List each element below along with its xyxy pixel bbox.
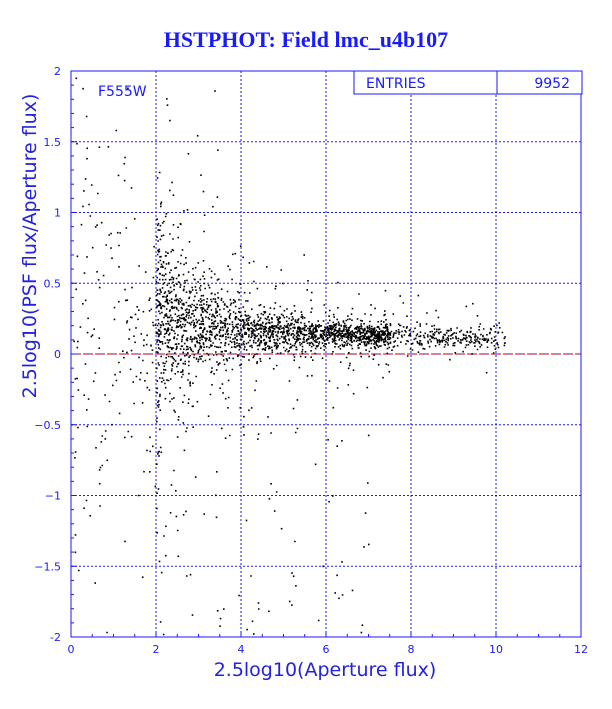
x-tick-label: 6 [323, 643, 330, 656]
entries-label: ENTRIES [366, 76, 426, 92]
stats-box: ENTRIES 9952 [353, 70, 583, 95]
scatter-points [73, 77, 506, 636]
x-tick-label: 2 [153, 643, 160, 656]
y-tick-label: 1.5 [44, 136, 62, 149]
y-tick-label: −1.5 [34, 560, 61, 573]
x-tick-label: 8 [408, 643, 415, 656]
x-tick-label: 0 [68, 643, 75, 656]
chart-title: HSTPHOT: Field lmc_u4b107 [164, 27, 448, 52]
data-points [73, 77, 506, 636]
filter-annotation: F555W [98, 84, 147, 100]
x-tick-label: 4 [238, 643, 245, 656]
y-axis-ticks: -2 −1.5 −1 −0.5 0 0.5 1 1.5 2 [34, 65, 77, 644]
x-tick-label: 10 [489, 643, 503, 656]
y-tick-label: −1 [45, 490, 61, 503]
grid-lines [71, 71, 581, 637]
entries-value: 9952 [534, 76, 570, 92]
x-tick-label: 12 [574, 643, 588, 656]
y-tick-label: −0.5 [34, 419, 61, 432]
y-tick-label: 1 [54, 207, 61, 220]
y-tick-label: 2 [54, 65, 61, 78]
y-axis-label: 2.5log10(PSF flux/Aperture flux) [19, 94, 41, 399]
y-tick-label: -2 [50, 631, 61, 644]
x-axis-ticks: 0 2 4 6 8 10 12 [68, 631, 588, 656]
x-axis-label: 2.5log10(Aperture flux) [214, 659, 437, 681]
y-tick-label: 0.5 [44, 277, 62, 290]
y-tick-label: 0 [54, 348, 61, 361]
